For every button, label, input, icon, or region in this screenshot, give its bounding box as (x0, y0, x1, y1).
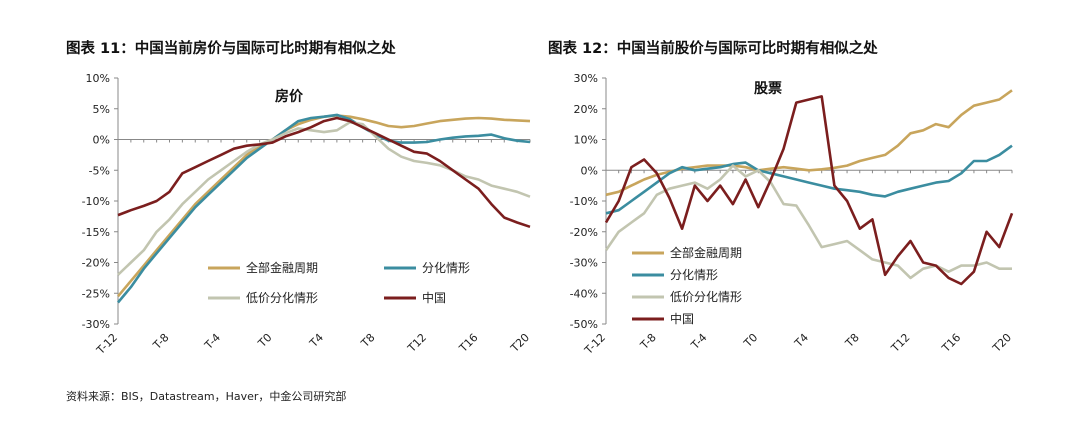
house-x-tick-label: T16 (456, 331, 481, 356)
house-x-tick-label: T20 (508, 331, 533, 356)
house-annotation: 房价 (275, 88, 304, 105)
stock-y-tick-label: 30% (574, 72, 598, 85)
house-x-tick-label: T0 (255, 331, 275, 351)
house-y-tick-label: -10% (82, 195, 110, 208)
stock-x-tick-label: T16 (939, 331, 964, 356)
stock-x-tick-label: T8 (842, 331, 862, 351)
house-x-tick-label: T4 (307, 331, 327, 351)
house-y-tick-label: -5% (89, 164, 110, 177)
stock-y-tick-label: -30% (570, 257, 598, 270)
stock-x-tick-label: T-12 (581, 331, 608, 358)
stock-x-tick-label: T12 (888, 331, 913, 356)
house-y-tick-label: 10% (86, 72, 110, 85)
stock-annotation: 股票 (754, 81, 782, 97)
house-x-tick-label: T-12 (93, 331, 120, 358)
stock-series-line-low_price_divergence (604, 164, 1012, 280)
house-y-tick-label: 5% (93, 103, 110, 116)
house-x-tick-label: T-8 (150, 331, 172, 353)
house-y-tick-label: -20% (82, 257, 110, 270)
house-series-line-divergence (117, 113, 531, 304)
house-x-tick-label: T8 (358, 331, 378, 351)
stock-price-chart: 30% 20% 10% 0% -10% -20% -30% -40% -50%T-12 T-8 T-… (570, 72, 1015, 358)
stock-y-tick-label: 20% (574, 103, 598, 116)
stock-x-tick-label: T4 (792, 331, 812, 351)
figure-12-title: 图表 12：中国当前股价与国际可比时期有相似之处 (548, 41, 878, 57)
stock-x-tick-label: T-8 (637, 331, 659, 353)
figure-11-title: 图表 11：中国当前房价与国际可比时期有相似之处 (66, 41, 396, 57)
stock-series-line-china (604, 95, 1014, 286)
housing-price-chart: 10% 5% 0% -5% -10% -15% -20% -25% -30%T-12 T-8 T-4… (82, 72, 533, 358)
stock-y-tick-label: -10% (570, 195, 598, 208)
stock-y-tick-label: -40% (570, 287, 598, 300)
stock-series-line-divergence (605, 144, 1013, 215)
stock-y-tick-label: -50% (570, 318, 598, 331)
stock-x-tick-label: T0 (741, 331, 761, 351)
stock-y-tick-label: 10% (574, 134, 598, 147)
house-legend-label-financial_cycle: 全部金融周期 (246, 260, 318, 275)
stock-y-tick-label: 0% (581, 164, 598, 177)
house-series-line-low_price_divergence (117, 120, 531, 276)
house-x-tick-label: T-4 (201, 331, 223, 353)
stock-legend-label-low_price_divergence: 低价分化情形 (670, 290, 742, 304)
stock-legend-label-financial_cycle: 全部金融周期 (670, 245, 742, 260)
stock-y-tick-label: -20% (570, 226, 598, 239)
house-y-tick-label: -30% (82, 318, 110, 331)
house-legend-label-low_price_divergence: 低价分化情形 (246, 291, 318, 305)
house-y-tick-label: -25% (82, 287, 110, 300)
stock-x-tick-label: T-4 (688, 331, 710, 353)
house-y-tick-label: 0% (93, 134, 110, 147)
stock-x-tick-label: T20 (990, 331, 1015, 356)
stock-legend-label-divergence: 分化情形 (670, 268, 718, 282)
house-series-line-china (117, 116, 531, 229)
house-legend-label-china: 中国 (422, 290, 446, 305)
stock-legend-label-china: 中国 (670, 311, 694, 326)
house-legend-label-divergence: 分化情形 (422, 261, 470, 275)
house-x-tick-label: T12 (405, 331, 430, 356)
house-y-tick-label: -15% (82, 226, 110, 239)
source-note: 资料来源：BIS，Datastream，Haver，中金公司研究部 (66, 390, 347, 403)
